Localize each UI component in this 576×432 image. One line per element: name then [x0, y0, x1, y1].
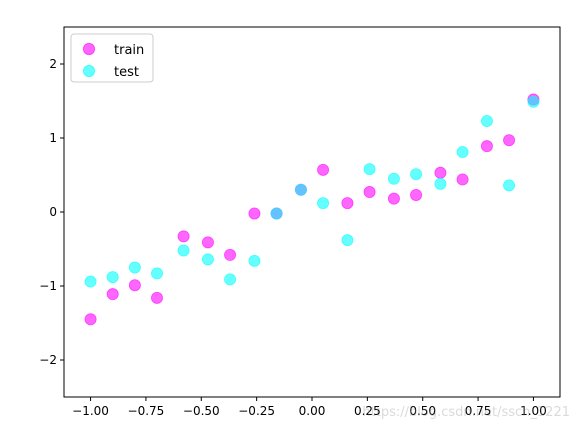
data-point-train-18 [503, 134, 516, 147]
x-tick-label: 1.00 [520, 404, 547, 418]
data-point-train-4 [177, 230, 190, 243]
y-tick-label: −2 [39, 353, 57, 367]
y-tick-label: −1 [39, 279, 57, 293]
watermark-text: https://blog.csdn.net/ssch_1221 [362, 405, 570, 420]
x-tick-label: 0.50 [409, 404, 436, 418]
data-point-test-8 [270, 207, 283, 220]
x-tick-label: −1.00 [72, 404, 109, 418]
axis-ticks: −1.00 −0.75 −0.50 −0.25 0.00 0.25 0.50 0.75 1.00… [39, 57, 546, 418]
data-point-train-7 [248, 207, 261, 220]
y-tick-label: 0 [49, 205, 57, 219]
data-point-test-5 [201, 253, 214, 266]
legend-marker-test [82, 64, 96, 78]
data-point-test-11 [341, 234, 354, 247]
data-point-train-15 [434, 166, 447, 179]
data-point-test-17 [480, 114, 493, 127]
data-point-test-18 [503, 179, 516, 192]
data-point-test-0 [84, 275, 97, 288]
data-point-train-12 [363, 186, 376, 199]
data-point-train-16 [456, 173, 469, 186]
data-point-test-7 [248, 254, 261, 267]
data-point-train-5 [201, 236, 214, 249]
legend-box [70, 33, 154, 83]
x-tick-label: −0.25 [238, 404, 275, 418]
legend-label-test: test [114, 65, 139, 80]
series-test [84, 95, 540, 288]
x-tick-label: 0.75 [465, 404, 492, 418]
data-point-test-19 [527, 95, 540, 108]
data-point-train-1 [106, 288, 119, 301]
data-point-train-6 [224, 248, 237, 261]
series-train [84, 93, 540, 326]
legend-marker-train [82, 42, 96, 56]
x-tick-label: −0.75 [128, 404, 165, 418]
data-point-train-0 [84, 313, 97, 326]
y-tick-label: 2 [49, 57, 57, 71]
data-point-test-10 [317, 197, 330, 210]
data-point-test-3 [150, 267, 163, 280]
x-tick-label: 0.25 [354, 404, 381, 418]
y-tick-label: 1 [49, 131, 57, 145]
data-point-test-16 [456, 146, 469, 159]
data-point-train-10 [317, 163, 330, 176]
data-point-test-12 [363, 163, 376, 176]
data-point-test-14 [410, 168, 423, 181]
data-point-train-11 [341, 197, 354, 210]
x-tick-label: −0.50 [183, 404, 220, 418]
x-tick-label: 0.00 [299, 404, 326, 418]
data-point-test-6 [224, 273, 237, 286]
data-point-train-2 [128, 279, 141, 292]
data-point-train-13 [387, 192, 400, 205]
data-point-test-4 [177, 244, 190, 257]
data-point-test-1 [106, 271, 119, 284]
data-point-train-14 [410, 188, 423, 201]
legend-label-train: train [114, 43, 144, 58]
data-point-train-17 [480, 140, 493, 153]
data-point-train-3 [150, 291, 163, 304]
data-point-test-13 [387, 172, 400, 185]
data-point-test-2 [128, 261, 141, 274]
legend: train test [70, 33, 154, 83]
data-point-test-15 [434, 177, 447, 190]
data-point-test-9 [294, 183, 307, 196]
